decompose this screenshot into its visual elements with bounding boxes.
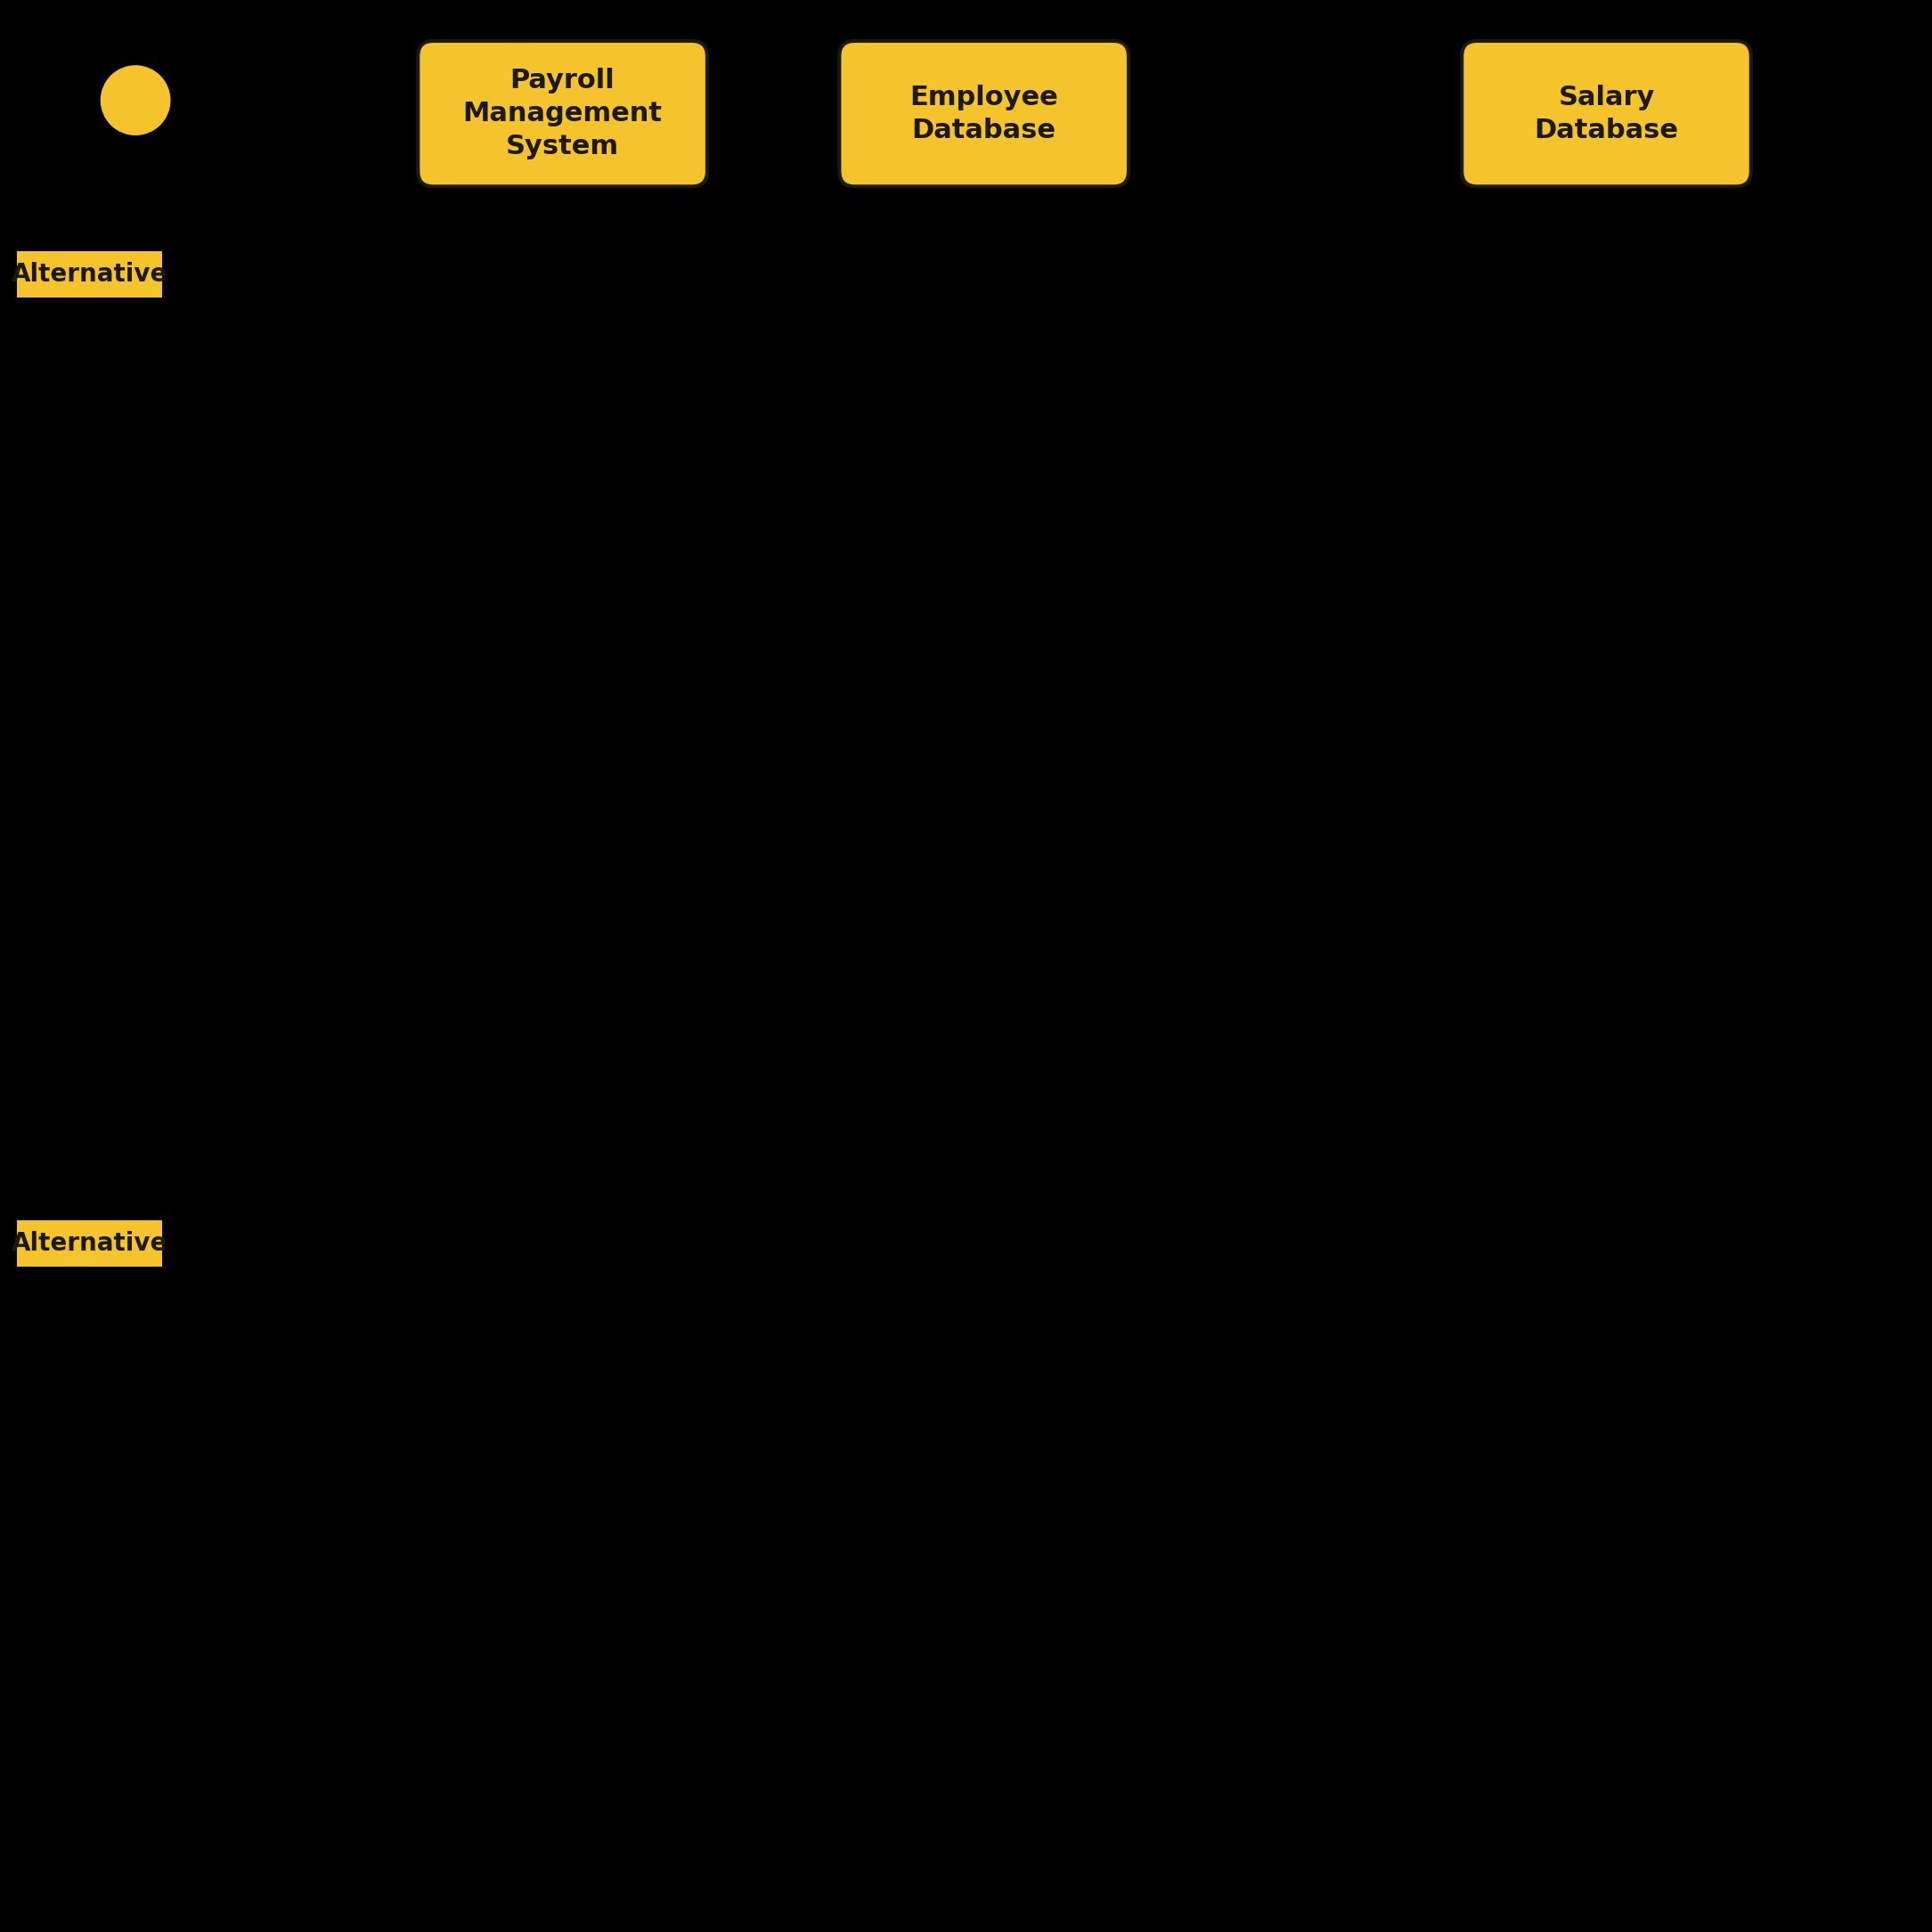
FancyBboxPatch shape	[1463, 41, 1750, 187]
Text: Employee
Database: Employee Database	[910, 85, 1059, 143]
Text: Salary
Database: Salary Database	[1534, 85, 1679, 143]
Bar	[17, 1221, 162, 1267]
Circle shape	[100, 66, 170, 135]
Bar	[17, 251, 162, 298]
Text: Alternative: Alternative	[12, 1231, 168, 1256]
Text: Payroll
Management
System: Payroll Management System	[464, 68, 663, 160]
FancyBboxPatch shape	[417, 41, 707, 187]
FancyBboxPatch shape	[838, 41, 1128, 187]
Text: Alternative: Alternative	[12, 263, 168, 288]
